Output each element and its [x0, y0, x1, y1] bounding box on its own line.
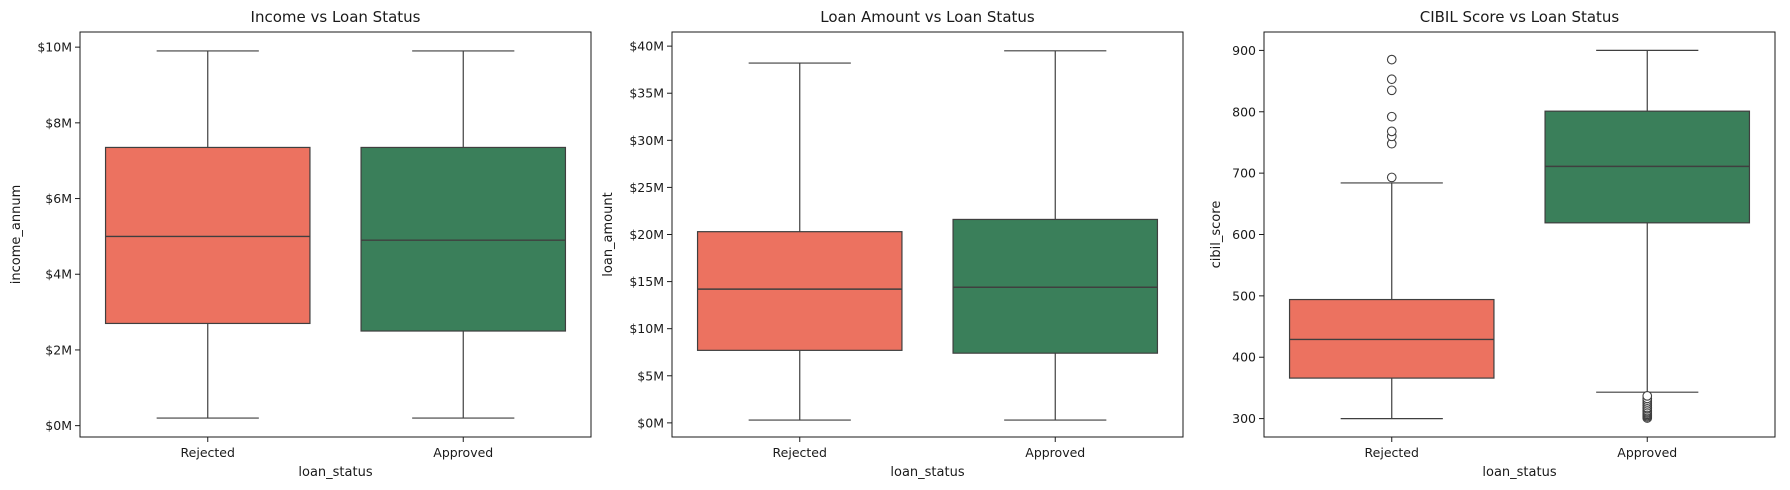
y-tick-label: $10M — [629, 321, 664, 336]
outlier-point — [1386, 126, 1397, 137]
box-rejected — [1288, 54, 1495, 420]
y-tick-label: $25M — [629, 180, 664, 195]
outlier-point — [1386, 54, 1397, 65]
y-tick-label: $30M — [629, 133, 664, 148]
y-tick-label: 800 — [1232, 104, 1256, 119]
y-tick-label: 900 — [1232, 43, 1256, 58]
y-tick-label: $0M — [637, 415, 664, 430]
box-approved — [952, 50, 1159, 421]
y-tick-label: $10M — [37, 40, 72, 55]
y-axis-label: loan_amount — [601, 192, 616, 276]
chart-title: Loan Amount vs Loan Status — [820, 8, 1035, 26]
x-tick-label: Rejected — [1365, 445, 1419, 460]
y-tick-label: $40M — [629, 39, 664, 54]
x-axis-label: loan_status — [298, 465, 372, 480]
y-tick-label: $35M — [629, 86, 664, 101]
y-tick-label: $4M — [45, 267, 72, 282]
box-iqr — [360, 146, 567, 332]
outlier-point — [1642, 391, 1653, 401]
axes-frame — [79, 31, 592, 438]
x-tick-label: Approved — [1025, 445, 1085, 460]
y-tick-label: $8M — [45, 115, 72, 130]
box-approved — [360, 50, 567, 419]
y-tick-label: 700 — [1232, 166, 1256, 181]
axes-frame — [1263, 31, 1776, 438]
outlier-point — [1386, 74, 1397, 85]
y-tick-label: 500 — [1232, 288, 1256, 303]
x-tick-label: Rejected — [773, 445, 827, 460]
outlier-point — [1386, 85, 1397, 96]
x-tick-label: Rejected — [181, 445, 235, 460]
y-tick-label: $20M — [629, 227, 664, 242]
box-rejected — [696, 62, 903, 421]
y-tick-label: 400 — [1232, 350, 1256, 365]
y-tick-label: $0M — [45, 418, 72, 433]
chart-panel-1: Income vs Loan Status $0M $2M $4M $6M $8M $10M… — [9, 8, 592, 480]
x-axis-label: loan_status — [890, 465, 964, 480]
x-tick-label: Approved — [1617, 445, 1677, 460]
y-tick-label: $2M — [45, 342, 72, 357]
axes-frame — [671, 31, 1184, 438]
chart-panel-2: Loan Amount vs Loan Status $0M $5M $10M $15M… — [601, 8, 1184, 480]
chart-title: CIBIL Score vs Loan Status — [1420, 8, 1620, 26]
box-iqr — [952, 218, 1159, 354]
outlier-point — [1386, 111, 1397, 122]
box-iqr — [696, 231, 903, 351]
y-tick-label: $15M — [629, 274, 664, 289]
box-approved — [1544, 49, 1751, 423]
outlier-point — [1386, 172, 1397, 183]
y-tick-label: $6M — [45, 191, 72, 206]
box-rejected — [104, 50, 311, 419]
y-tick-label: 600 — [1232, 227, 1256, 242]
box-iqr — [104, 146, 311, 325]
y-tick-label: $5M — [637, 368, 664, 383]
y-axis-label: income_annum — [9, 185, 24, 284]
x-tick-label: Approved — [433, 445, 493, 460]
chart-title: Income vs Loan Status — [251, 8, 421, 26]
x-axis-label: loan_status — [1482, 465, 1556, 480]
y-tick-label: 300 — [1232, 411, 1256, 426]
chart-panel-3: CIBIL Score vs Loan Status 300 400 500 600 70… — [1209, 8, 1776, 480]
y-axis-label: cibil_score — [1209, 201, 1224, 269]
